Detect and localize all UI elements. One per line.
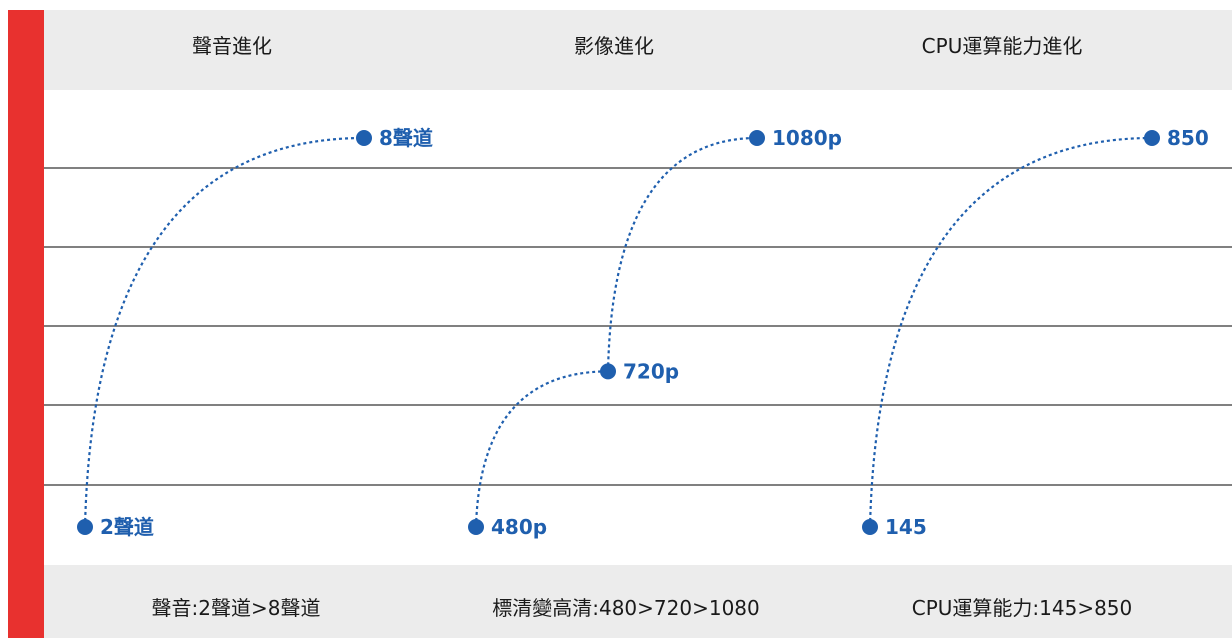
gridlines: [44, 167, 1232, 486]
point-label-0-1: 8聲道: [379, 126, 433, 150]
point-label-2-1: 850: [1167, 126, 1209, 150]
footer-band: [44, 565, 1232, 638]
point-1-2: [749, 130, 765, 146]
curve-1-1: [606, 136, 758, 372]
point-0-1: [356, 130, 372, 146]
point-label-1-2: 1080p: [772, 126, 842, 150]
point-label-0-0: 2聲道: [100, 515, 154, 539]
curve-2-0: [868, 136, 1153, 528]
curve-0-0: [83, 136, 365, 528]
point-1-1: [600, 363, 616, 380]
footer-sound: 聲音:2聲道>8聲道: [151, 596, 321, 620]
header-video: 影像進化: [574, 34, 654, 58]
footer-video: 標清變高清:480>720>1080: [492, 596, 760, 620]
header-cpu: CPU運算能力進化: [921, 34, 1083, 58]
curve-1-0: [474, 370, 609, 528]
point-1-0: [468, 519, 484, 535]
point-2-1: [1144, 130, 1160, 146]
points: 2聲道 8聲道 480p 720p 1080p 145 850: [77, 126, 1209, 539]
accent-bar: [8, 10, 44, 638]
point-label-1-0: 480p: [491, 515, 547, 539]
point-label-2-0: 145: [885, 515, 927, 539]
point-2-0: [862, 519, 878, 535]
header-sound: 聲音進化: [192, 34, 272, 58]
point-label-1-1: 720p: [623, 359, 679, 383]
header-band: [44, 10, 1232, 90]
footer-cpu: CPU運算能力:145>850: [911, 596, 1133, 620]
curves: [83, 136, 1153, 528]
point-0-0: [77, 519, 93, 535]
